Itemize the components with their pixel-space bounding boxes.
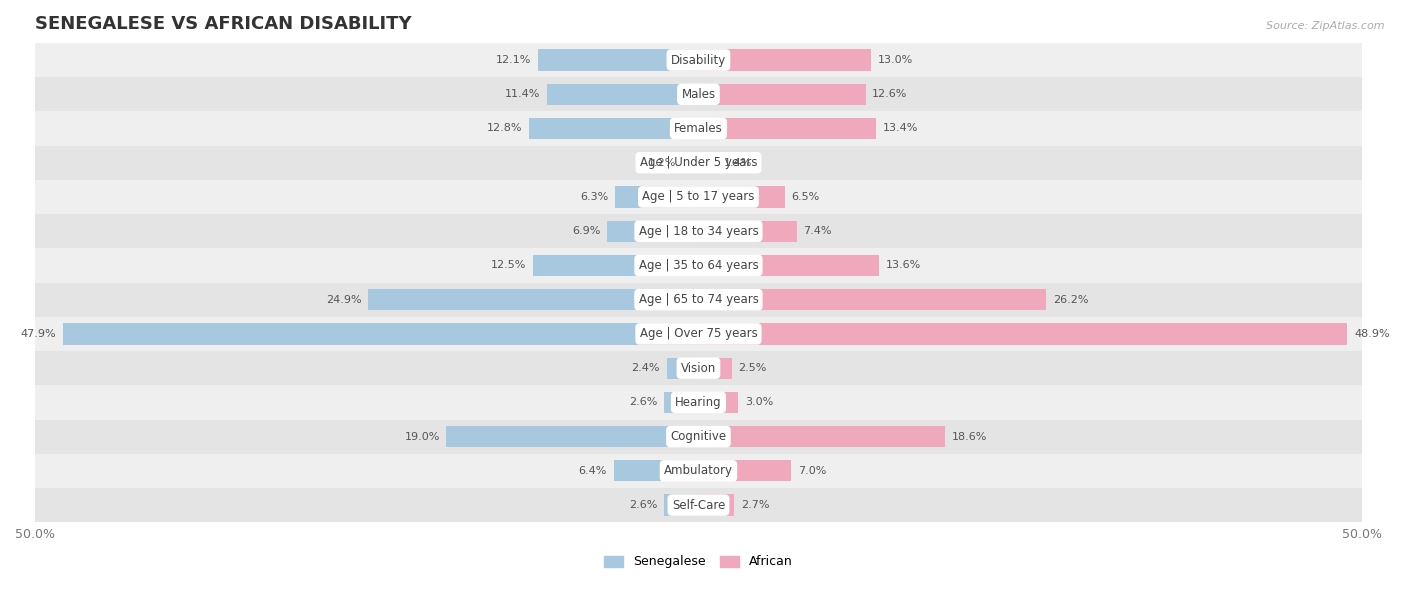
Bar xyxy=(699,220,797,242)
Text: 12.1%: 12.1% xyxy=(496,55,531,65)
Text: 26.2%: 26.2% xyxy=(1053,294,1088,305)
Bar xyxy=(699,255,879,276)
Text: Age | Under 5 years: Age | Under 5 years xyxy=(640,156,758,170)
Text: 3.0%: 3.0% xyxy=(745,397,773,408)
Bar xyxy=(35,351,1362,386)
Bar xyxy=(35,419,1362,453)
Text: 2.4%: 2.4% xyxy=(631,363,659,373)
Bar xyxy=(699,50,870,70)
Text: 6.9%: 6.9% xyxy=(572,226,600,236)
Bar xyxy=(35,488,1362,522)
Bar xyxy=(35,77,1362,111)
Bar xyxy=(35,386,1362,419)
Text: Males: Males xyxy=(682,88,716,101)
Text: Hearing: Hearing xyxy=(675,396,721,409)
Text: 7.4%: 7.4% xyxy=(803,226,832,236)
Text: 6.4%: 6.4% xyxy=(578,466,607,476)
Bar xyxy=(607,220,699,242)
Text: SENEGALESE VS AFRICAN DISABILITY: SENEGALESE VS AFRICAN DISABILITY xyxy=(35,15,412,33)
Bar xyxy=(35,453,1362,488)
Text: Age | 18 to 34 years: Age | 18 to 34 years xyxy=(638,225,758,237)
Text: 12.5%: 12.5% xyxy=(491,261,526,271)
Text: 13.6%: 13.6% xyxy=(886,261,921,271)
Text: Cognitive: Cognitive xyxy=(671,430,727,443)
Text: 18.6%: 18.6% xyxy=(952,431,987,442)
Bar xyxy=(664,494,699,516)
Bar xyxy=(699,289,1046,310)
Bar xyxy=(613,460,699,482)
Bar xyxy=(614,186,699,207)
Text: 2.6%: 2.6% xyxy=(628,397,658,408)
Bar xyxy=(699,118,876,139)
Text: 19.0%: 19.0% xyxy=(405,431,440,442)
Text: 12.8%: 12.8% xyxy=(486,124,522,133)
Bar xyxy=(664,392,699,413)
Bar xyxy=(699,186,785,207)
Bar xyxy=(35,180,1362,214)
Text: Disability: Disability xyxy=(671,53,725,67)
Bar xyxy=(699,494,734,516)
Text: 13.4%: 13.4% xyxy=(883,124,918,133)
Text: 2.7%: 2.7% xyxy=(741,500,769,510)
Text: 2.6%: 2.6% xyxy=(628,500,658,510)
Bar xyxy=(682,152,699,173)
Text: Females: Females xyxy=(673,122,723,135)
Legend: Senegalese, African: Senegalese, African xyxy=(599,550,797,573)
Text: Source: ZipAtlas.com: Source: ZipAtlas.com xyxy=(1267,21,1385,31)
Text: 48.9%: 48.9% xyxy=(1354,329,1389,339)
Bar xyxy=(533,255,699,276)
Bar xyxy=(538,50,699,70)
Bar xyxy=(699,426,945,447)
Bar xyxy=(699,84,866,105)
Bar xyxy=(35,43,1362,77)
Bar xyxy=(699,460,792,482)
Bar xyxy=(35,283,1362,317)
Text: 1.2%: 1.2% xyxy=(648,158,676,168)
Text: Vision: Vision xyxy=(681,362,716,375)
Bar xyxy=(699,357,731,379)
Text: Self-Care: Self-Care xyxy=(672,499,725,512)
Bar xyxy=(63,323,699,345)
Text: 6.3%: 6.3% xyxy=(581,192,609,202)
Text: 7.0%: 7.0% xyxy=(799,466,827,476)
Bar xyxy=(446,426,699,447)
Bar xyxy=(529,118,699,139)
Text: Ambulatory: Ambulatory xyxy=(664,465,733,477)
Text: Age | 5 to 17 years: Age | 5 to 17 years xyxy=(643,190,755,203)
Bar xyxy=(35,214,1362,248)
Bar xyxy=(547,84,699,105)
Bar xyxy=(368,289,699,310)
Text: Age | 65 to 74 years: Age | 65 to 74 years xyxy=(638,293,758,306)
Text: 13.0%: 13.0% xyxy=(877,55,912,65)
Bar xyxy=(35,317,1362,351)
Text: Age | 35 to 64 years: Age | 35 to 64 years xyxy=(638,259,758,272)
Text: Age | Over 75 years: Age | Over 75 years xyxy=(640,327,758,340)
Text: 47.9%: 47.9% xyxy=(21,329,56,339)
Bar xyxy=(35,248,1362,283)
Bar xyxy=(699,323,1347,345)
Bar xyxy=(699,392,738,413)
Text: 24.9%: 24.9% xyxy=(326,294,361,305)
Text: 11.4%: 11.4% xyxy=(505,89,540,99)
Bar xyxy=(35,111,1362,146)
Text: 6.5%: 6.5% xyxy=(792,192,820,202)
Text: 2.5%: 2.5% xyxy=(738,363,766,373)
Text: 1.4%: 1.4% xyxy=(724,158,752,168)
Bar xyxy=(699,152,717,173)
Bar xyxy=(35,146,1362,180)
Text: 12.6%: 12.6% xyxy=(872,89,908,99)
Bar xyxy=(666,357,699,379)
